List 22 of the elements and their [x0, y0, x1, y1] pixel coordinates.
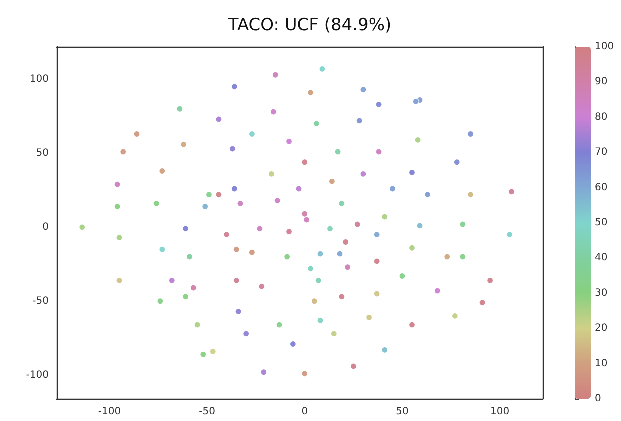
- color-bar-label: 30: [595, 288, 608, 299]
- y-tick-label: -50: [32, 296, 49, 307]
- color-bar-label: 100: [595, 42, 614, 52]
- y-tick-label: -100: [26, 370, 49, 381]
- color-bar-label: 90: [595, 76, 608, 88]
- color-bar-label: 20: [595, 323, 608, 334]
- color-bar-label: 50: [595, 218, 608, 228]
- color-bar-label: 60: [595, 182, 608, 194]
- chart-title: TACO: UCF (84.9%): [227, 16, 392, 36]
- x-tick-label: 50: [396, 406, 409, 418]
- color-bar-label: 40: [595, 252, 608, 264]
- y-tick-label: 100: [30, 74, 49, 86]
- color-bar-label: 80: [595, 112, 608, 123]
- color-bar-label: 10: [595, 358, 608, 370]
- color-bar-label: 0: [595, 394, 602, 404]
- color-bar-label: 70: [595, 147, 608, 158]
- x-tick-label: 100: [490, 406, 510, 418]
- x-tick-label: -50: [199, 406, 216, 418]
- x-tick-label: 0: [302, 406, 308, 418]
- y-tick-label: 50: [36, 148, 49, 159]
- y-tick-label: 0: [42, 222, 49, 233]
- x-tick-label: -100: [98, 406, 122, 418]
